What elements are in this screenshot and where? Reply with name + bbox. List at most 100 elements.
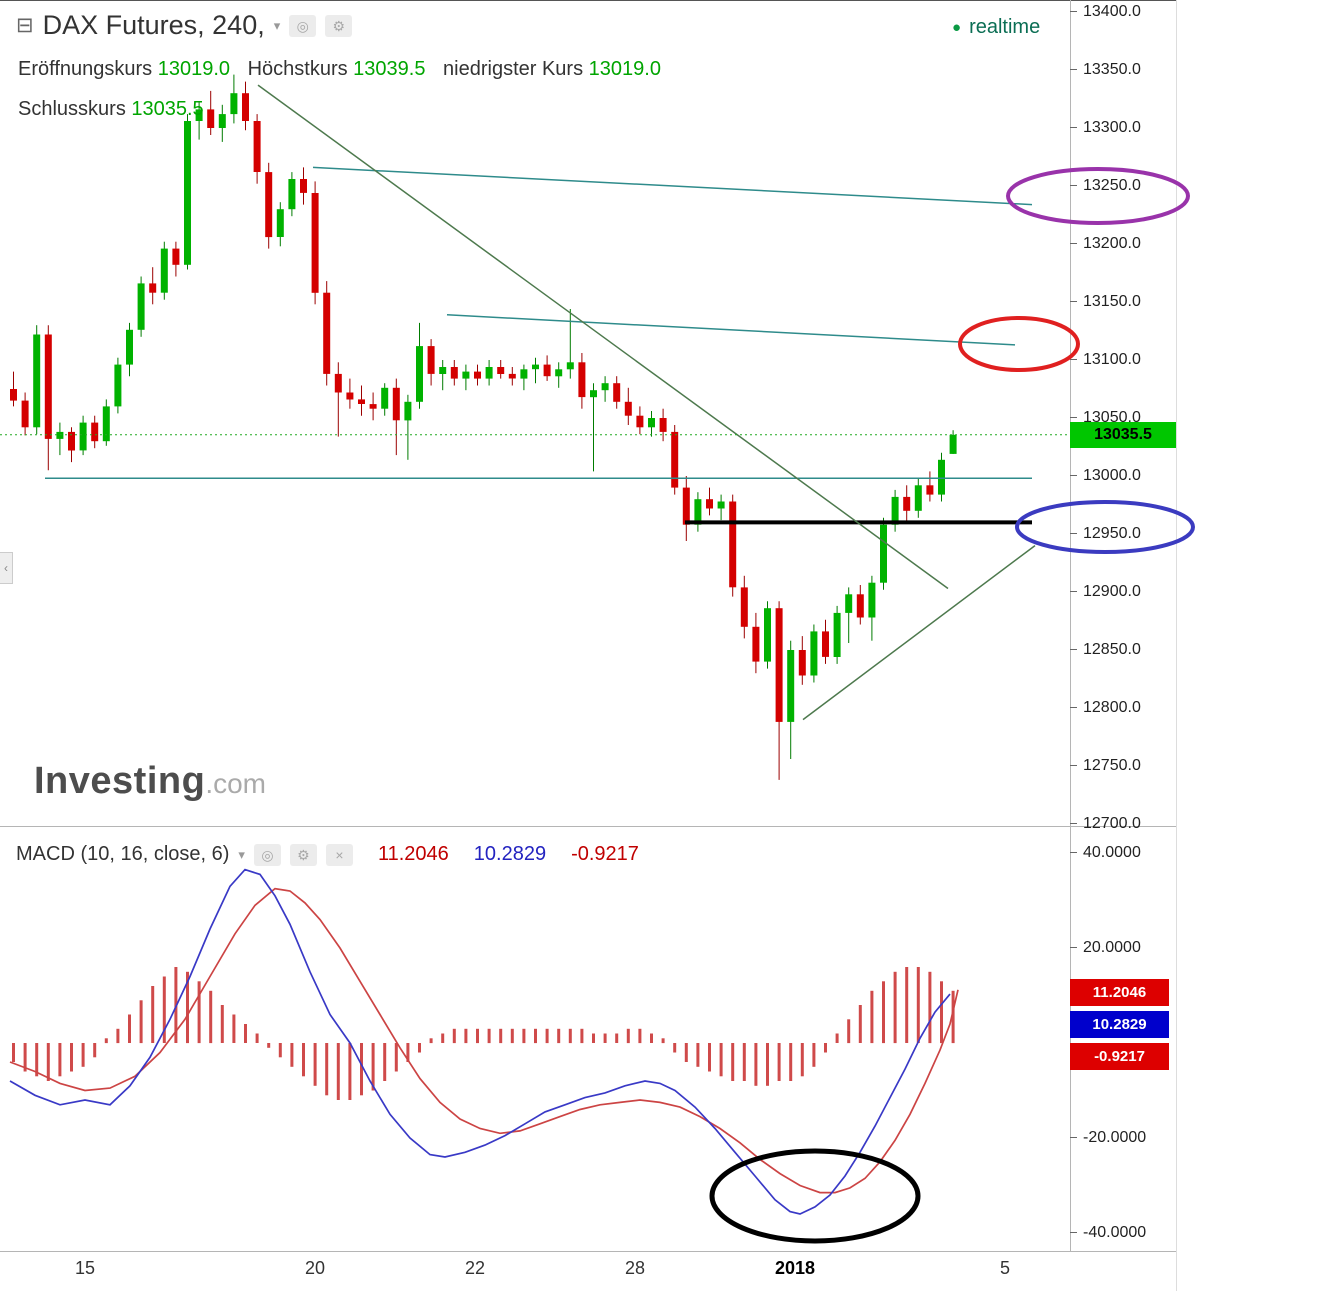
candle-up bbox=[590, 390, 597, 398]
macd-main-line bbox=[9, 868, 951, 1215]
macd-histogram-bar bbox=[754, 1043, 758, 1086]
macd-title[interactable]: MACD (10, 16, close, 6) bbox=[16, 843, 230, 865]
ohlc-legend-line1: Eröffnungskurs 13019.0 Höchstkurs 13039.… bbox=[18, 58, 673, 81]
macd-histogram-bar bbox=[209, 990, 213, 1044]
macd-histogram-bar bbox=[951, 990, 955, 1044]
macd-histogram-bar bbox=[290, 1043, 294, 1067]
macd-histogram-bar bbox=[487, 1028, 491, 1044]
macd-histogram-bar bbox=[731, 1043, 735, 1081]
macd-histogram-bar bbox=[557, 1028, 561, 1044]
candle-up bbox=[566, 362, 574, 370]
macd-histogram-bar bbox=[812, 1043, 816, 1067]
macd-histogram-bar bbox=[12, 1043, 15, 1062]
visibility-icon[interactable]: ◎ bbox=[289, 14, 317, 37]
macd-histogram-bar bbox=[661, 1038, 665, 1044]
price-axis[interactable]: 13400.0 13350.0 13300.0 13250.0 13200.0 13150… bbox=[1070, 0, 1176, 832]
candle-up bbox=[914, 485, 922, 511]
candle-down bbox=[822, 631, 829, 657]
sidebar-collapse-handle[interactable]: ‹ bbox=[0, 552, 13, 584]
trendline-teal-resistance-upper[interactable] bbox=[312, 166, 1033, 206]
x-axis-label: 20 bbox=[304, 1258, 326, 1278]
macd-histogram-bar bbox=[81, 1043, 85, 1067]
macd-histogram-bar bbox=[232, 1014, 236, 1043]
macd-histogram-bar bbox=[383, 1043, 387, 1081]
close-icon[interactable]: × bbox=[325, 843, 353, 866]
trendline-green-uptrend[interactable] bbox=[802, 544, 1036, 721]
candle-up bbox=[717, 501, 725, 509]
chevron-down-icon[interactable]: ▾ bbox=[238, 846, 245, 862]
candle-down bbox=[10, 389, 17, 401]
collapse-panel-icon[interactable]: ⊟ bbox=[16, 14, 34, 37]
macd-histogram-bar bbox=[592, 1033, 595, 1043]
candle-up bbox=[288, 179, 296, 210]
candle-up bbox=[114, 364, 122, 407]
macd-histogram-bar bbox=[429, 1038, 433, 1044]
price-tick-label: 12700.0 bbox=[1070, 815, 1141, 833]
price-chart-canvas[interactable] bbox=[0, 0, 1070, 826]
macd-histogram-bar bbox=[928, 971, 932, 1044]
candle-up bbox=[160, 248, 168, 293]
price-tick-label: 13400.0 bbox=[1070, 3, 1141, 21]
candle-up bbox=[56, 431, 64, 439]
realtime-status: ● realtime bbox=[952, 16, 1040, 39]
candle-down bbox=[740, 587, 748, 627]
open-value: 13019.0 bbox=[157, 58, 231, 80]
candle-up bbox=[33, 334, 41, 428]
settings-gear-icon[interactable]: ⚙ bbox=[289, 843, 317, 866]
candle-up bbox=[787, 650, 795, 722]
macd-histogram-bar bbox=[870, 990, 874, 1044]
realtime-dot-icon: ● bbox=[952, 19, 962, 36]
macd-header: MACD (10, 16, close, 6) ▾ ◎ ⚙ × 11.2046 … bbox=[16, 843, 639, 866]
candle-up bbox=[230, 93, 238, 115]
chevron-down-icon[interactable]: ▾ bbox=[273, 17, 281, 33]
macd-chart-canvas[interactable] bbox=[0, 826, 1070, 1251]
macd-histogram-bar bbox=[104, 1038, 108, 1044]
price-tick-label: 13100.0 bbox=[1070, 351, 1141, 369]
candle-up bbox=[404, 401, 412, 421]
candle-up bbox=[276, 209, 284, 237]
macd-histogram-value: -0.9217 bbox=[571, 843, 639, 865]
candle-up bbox=[195, 109, 203, 121]
macd-histogram-bar bbox=[93, 1043, 97, 1058]
macd-histogram-bar bbox=[858, 1005, 862, 1043]
x-axis-label: 2018 bbox=[774, 1258, 816, 1278]
price-tick-label: 13000.0 bbox=[1070, 467, 1141, 485]
macd-histogram-bar bbox=[348, 1043, 352, 1100]
low-value: 13019.0 bbox=[588, 58, 661, 80]
candle-down bbox=[68, 431, 75, 451]
macd-histogram-bar bbox=[940, 981, 943, 1044]
candle-up bbox=[439, 367, 447, 374]
macd-histogram-bar bbox=[476, 1028, 479, 1044]
candle-up bbox=[102, 406, 110, 442]
price-tick-label: 13050.0 bbox=[1070, 409, 1141, 427]
macd-axis[interactable]: 40.0000 20.0000 -20.0000 -40.0000 bbox=[1070, 826, 1176, 1251]
macd-histogram-bar bbox=[35, 1043, 39, 1077]
trendline-green-downtrend[interactable] bbox=[257, 84, 949, 590]
panel-separator[interactable] bbox=[0, 826, 1176, 827]
macd-histogram-bar bbox=[684, 1043, 688, 1062]
macd-histogram-bar bbox=[916, 967, 920, 1043]
macd-tick-label: 40.0000 bbox=[1070, 844, 1141, 862]
low-label: niedrigster Kurs bbox=[443, 58, 584, 80]
price-tick-label: 12850.0 bbox=[1070, 641, 1141, 659]
visibility-icon[interactable]: ◎ bbox=[253, 843, 281, 866]
settings-gear-icon[interactable]: ⚙ bbox=[325, 14, 353, 37]
candle-up bbox=[462, 371, 470, 379]
candle-up bbox=[218, 114, 226, 128]
candle-down bbox=[682, 487, 690, 525]
price-tick-label: 13350.0 bbox=[1070, 61, 1141, 79]
trendline-teal-resistance-mid[interactable] bbox=[446, 314, 1016, 346]
candle-up bbox=[485, 367, 493, 379]
top-border bbox=[0, 0, 1176, 1]
time-axis[interactable]: 15 20 22 28 2018 5 bbox=[0, 1252, 1176, 1291]
symbol-title[interactable]: DAX Futures, 240, bbox=[42, 10, 265, 40]
candle-down bbox=[624, 401, 632, 416]
candle-up bbox=[764, 608, 771, 662]
outer-border bbox=[1176, 0, 1177, 1291]
macd-histogram-bar bbox=[360, 1043, 363, 1096]
macd-histogram-bar bbox=[893, 971, 897, 1044]
price-tick-label: 12950.0 bbox=[1070, 525, 1141, 543]
macd-tick-label: -40.0000 bbox=[1070, 1224, 1146, 1242]
candle-up bbox=[532, 364, 539, 370]
investing-logo: Investing.com bbox=[34, 760, 266, 803]
